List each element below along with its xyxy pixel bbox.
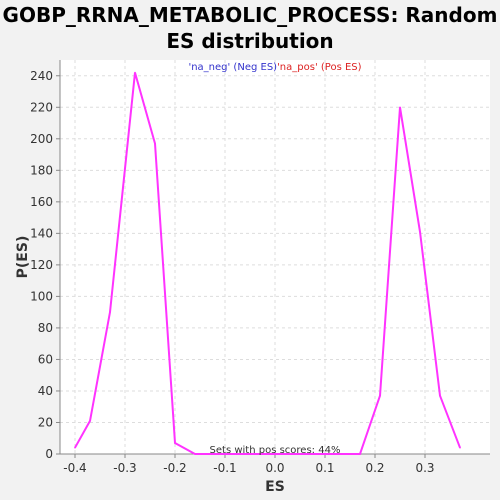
data-point (89, 420, 91, 422)
data-point (154, 142, 156, 145)
chart-title-line-1: GOBP_RRNA_METABOLIC_PROCESS: Random (2, 3, 498, 27)
axes (56, 60, 490, 458)
plot-area (60, 60, 490, 454)
x-tick-label: 0.3 (415, 461, 434, 475)
y-tick-label: 120 (30, 258, 53, 272)
legend: 'na_neg' (Neg ES)'na_pos' (Pos ES) (188, 62, 361, 73)
y-tick-label: 160 (30, 195, 53, 209)
y-tick-label: 140 (30, 226, 53, 240)
x-axis-title: ES (265, 479, 285, 495)
x-tick-label: 0.0 (265, 461, 284, 475)
data-point (214, 453, 216, 455)
y-tick-label: 0 (45, 447, 53, 461)
es-distribution-line (74, 72, 461, 455)
data-point (439, 394, 441, 397)
legend-pos-es: 'na_pos' (Pos ES) (277, 62, 362, 73)
x-tick-label: -0.4 (63, 461, 86, 475)
data-point (109, 311, 111, 313)
data-point (359, 453, 361, 455)
pos-scores-annotation: Sets with pos scores: 44% (210, 445, 341, 456)
y-tick-label: 220 (30, 100, 53, 114)
x-tick-label: 0.1 (315, 461, 334, 475)
y-tick-label: 200 (30, 132, 53, 146)
x-tick-label: -0.3 (113, 461, 136, 475)
x-tick-label: -0.1 (213, 461, 236, 475)
y-tick-label: 40 (38, 384, 53, 398)
data-point (399, 106, 401, 109)
y-tick-label: 180 (30, 163, 53, 177)
chart-title: GOBP_RRNA_METABOLIC_PROCESS: Random ES d… (0, 2, 500, 54)
legend-neg-es: 'na_neg' (Neg ES) (188, 62, 277, 73)
x-tick-label: -0.2 (163, 461, 186, 475)
chart-title-line-2: ES distribution (166, 29, 334, 53)
x-tick-label: 0.2 (365, 461, 384, 475)
data-point (419, 230, 421, 233)
data-point (379, 394, 381, 397)
data-point (134, 71, 136, 74)
y-tick-label: 60 (38, 352, 53, 366)
y-tick-label: 80 (38, 321, 53, 335)
y-axis-title: P(ES) (15, 236, 31, 279)
data-point (459, 446, 461, 449)
data-point (174, 442, 176, 444)
data-point (194, 453, 196, 455)
y-tick-label: 240 (30, 69, 53, 83)
y-tick-label: 20 (38, 415, 53, 429)
data-point (74, 446, 76, 449)
y-tick-label: 100 (30, 289, 53, 303)
tick-labels: 0 20 40 60 80 100 120 140 160 180 200 220 240 -0.4 -0.… (30, 69, 434, 475)
series-group (74, 71, 461, 455)
